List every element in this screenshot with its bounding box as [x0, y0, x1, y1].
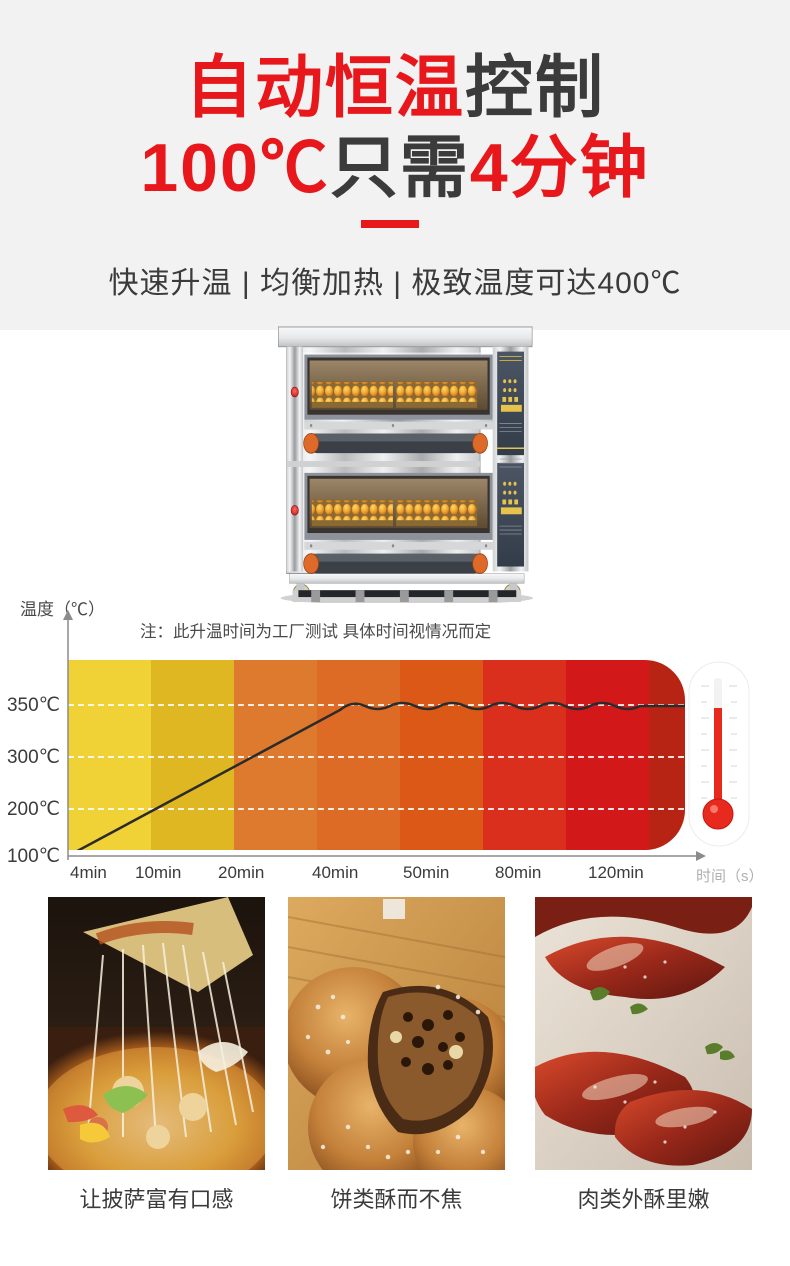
- svg-text:4min: 4min: [70, 863, 107, 882]
- svg-text:120min: 120min: [588, 863, 644, 882]
- svg-text:200℃: 200℃: [7, 799, 60, 820]
- svg-text:10min: 10min: [135, 863, 181, 882]
- svg-text:300℃: 300℃: [7, 747, 60, 768]
- svg-text:100℃: 100℃: [7, 846, 60, 867]
- svg-text:时间（s）: 时间（s）: [696, 868, 764, 885]
- svg-text:50min: 50min: [403, 863, 449, 882]
- svg-text:注：此升温时间为工厂测试 具体时间视情况而定: 注：此升温时间为工厂测试 具体时间视情况而定: [140, 622, 491, 641]
- svg-text:20min: 20min: [218, 863, 264, 882]
- svg-text:80min: 80min: [495, 863, 541, 882]
- svg-text:40min: 40min: [312, 863, 358, 882]
- svg-text:350℃: 350℃: [7, 695, 60, 716]
